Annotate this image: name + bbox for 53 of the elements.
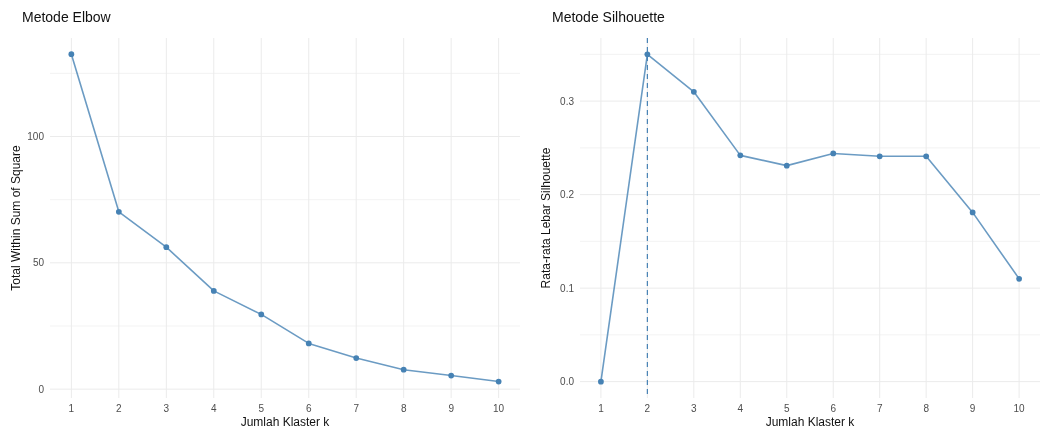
- point: [305, 340, 312, 347]
- point: [258, 311, 265, 318]
- x-tick-label: 2: [644, 403, 651, 414]
- point: [210, 288, 217, 294]
- point: [163, 244, 170, 251]
- y-tick-label: 0.0: [560, 376, 575, 388]
- x-tick-label: 9: [448, 403, 455, 414]
- point: [644, 51, 651, 58]
- point: [353, 355, 360, 361]
- y-tick-label: 0.1: [560, 282, 575, 294]
- point: [448, 372, 455, 379]
- y-axis-title: Rata-rata Lebar Silhouette: [539, 147, 553, 289]
- x-tick-label: 9: [969, 403, 976, 414]
- point: [876, 153, 883, 160]
- point: [923, 153, 930, 160]
- x-axis-title: Jumlah Klaster k: [240, 415, 331, 429]
- x-tick-label: 8: [400, 403, 407, 414]
- y-tick-label: 100: [27, 131, 45, 143]
- point: [690, 88, 697, 95]
- x-tick-label: 7: [353, 403, 360, 414]
- x-tick-label: 4: [737, 403, 744, 414]
- x-tick-label: 5: [783, 403, 790, 414]
- x-tick-label: 7: [876, 403, 883, 414]
- x-tick-label: 10: [1013, 403, 1026, 414]
- chart-title: Metode Silhouette: [552, 9, 666, 25]
- y-tick-label: 0: [38, 383, 45, 395]
- x-tick-label: 2: [116, 403, 123, 414]
- x-tick-label: 8: [923, 403, 930, 414]
- point: [737, 152, 744, 159]
- x-tick-label: 4: [211, 403, 218, 414]
- y-axis-title: Total Within Sum of Square: [9, 144, 23, 291]
- point: [115, 208, 122, 215]
- x-axis-title: Jumlah Klaster k: [765, 415, 856, 429]
- point: [969, 209, 976, 216]
- x-tick-label: 6: [830, 403, 837, 414]
- x-tick-label: 1: [68, 403, 75, 414]
- point: [783, 162, 790, 169]
- point: [68, 51, 75, 58]
- x-tick-label: 6: [305, 403, 312, 414]
- x-tick-label: 5: [258, 403, 265, 414]
- y-tick-label: 50: [32, 257, 45, 269]
- point: [830, 150, 837, 157]
- x-tick-label: 10: [493, 403, 505, 414]
- x-tick-label: 3: [691, 403, 698, 414]
- x-tick-label: 1: [598, 403, 605, 414]
- point: [598, 378, 604, 385]
- point: [400, 366, 407, 373]
- x-tick-label: 3: [163, 403, 170, 414]
- point: [1016, 275, 1022, 282]
- y-tick-label: 0.3: [560, 95, 575, 107]
- y-tick-label: 0.2: [560, 189, 575, 201]
- chart-title: Metode Elbow: [22, 9, 112, 25]
- point: [495, 378, 502, 385]
